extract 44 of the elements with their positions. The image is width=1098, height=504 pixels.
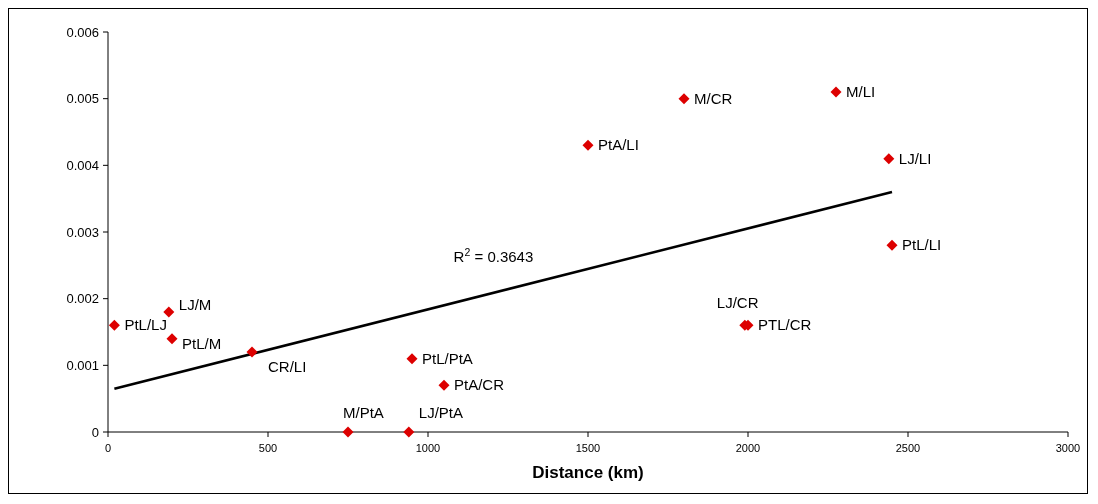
point [406, 353, 418, 365]
point [403, 426, 415, 438]
point [438, 379, 450, 391]
annotation: PtL/M [182, 334, 222, 352]
x-tick-label: 2500 [895, 442, 921, 454]
x-tick-label: 0 [104, 442, 112, 454]
y-tick-label: 0.001 [66, 357, 99, 373]
annotation: LJ/PtA [418, 404, 463, 421]
annotation: PtL/LI [902, 236, 942, 254]
x-tick-label: 500 [258, 442, 278, 454]
point [246, 346, 258, 358]
annotation: CR/LI [268, 358, 307, 375]
point [342, 426, 354, 438]
point [678, 93, 690, 105]
annotation: LJ/CR [716, 294, 759, 312]
y-tick-label: 0.002 [66, 291, 99, 307]
x-axis-title: Distance (km) [532, 463, 644, 482]
point [886, 239, 898, 251]
y-tick-label: 0.003 [66, 224, 99, 240]
point [830, 86, 842, 98]
point [166, 333, 178, 345]
point [108, 319, 120, 331]
y-tick-label: 0.006 [66, 24, 99, 40]
annotation: PtA/CR [454, 376, 505, 394]
annotation: PtL/LJ [124, 316, 167, 334]
annotation: LJ/LI [898, 149, 932, 167]
x-tick-label: 2000 [735, 442, 761, 454]
y-tick-label: 0.004 [66, 157, 99, 173]
annotation: R$^{2}$ = 0.3643 [453, 246, 534, 265]
x-tick-label: 1500 [575, 442, 601, 454]
annotation: M/LI [846, 83, 876, 100]
point [582, 139, 594, 151]
annotation: PtA/LI [598, 136, 639, 154]
y-tick-label: 0 [91, 424, 99, 440]
point [883, 153, 895, 165]
annotation: PtL/PtA [422, 349, 473, 367]
point [163, 306, 175, 318]
annotation: M/CR [694, 89, 733, 107]
annotation: LJ/M [178, 296, 212, 313]
y-tick-label: 0.005 [66, 91, 99, 107]
annotation: PTL/CR [758, 316, 812, 334]
x-tick-label: 1000 [415, 442, 441, 454]
annotation: M/PtA [343, 404, 384, 421]
x-tick-label: 3000 [1055, 442, 1081, 454]
